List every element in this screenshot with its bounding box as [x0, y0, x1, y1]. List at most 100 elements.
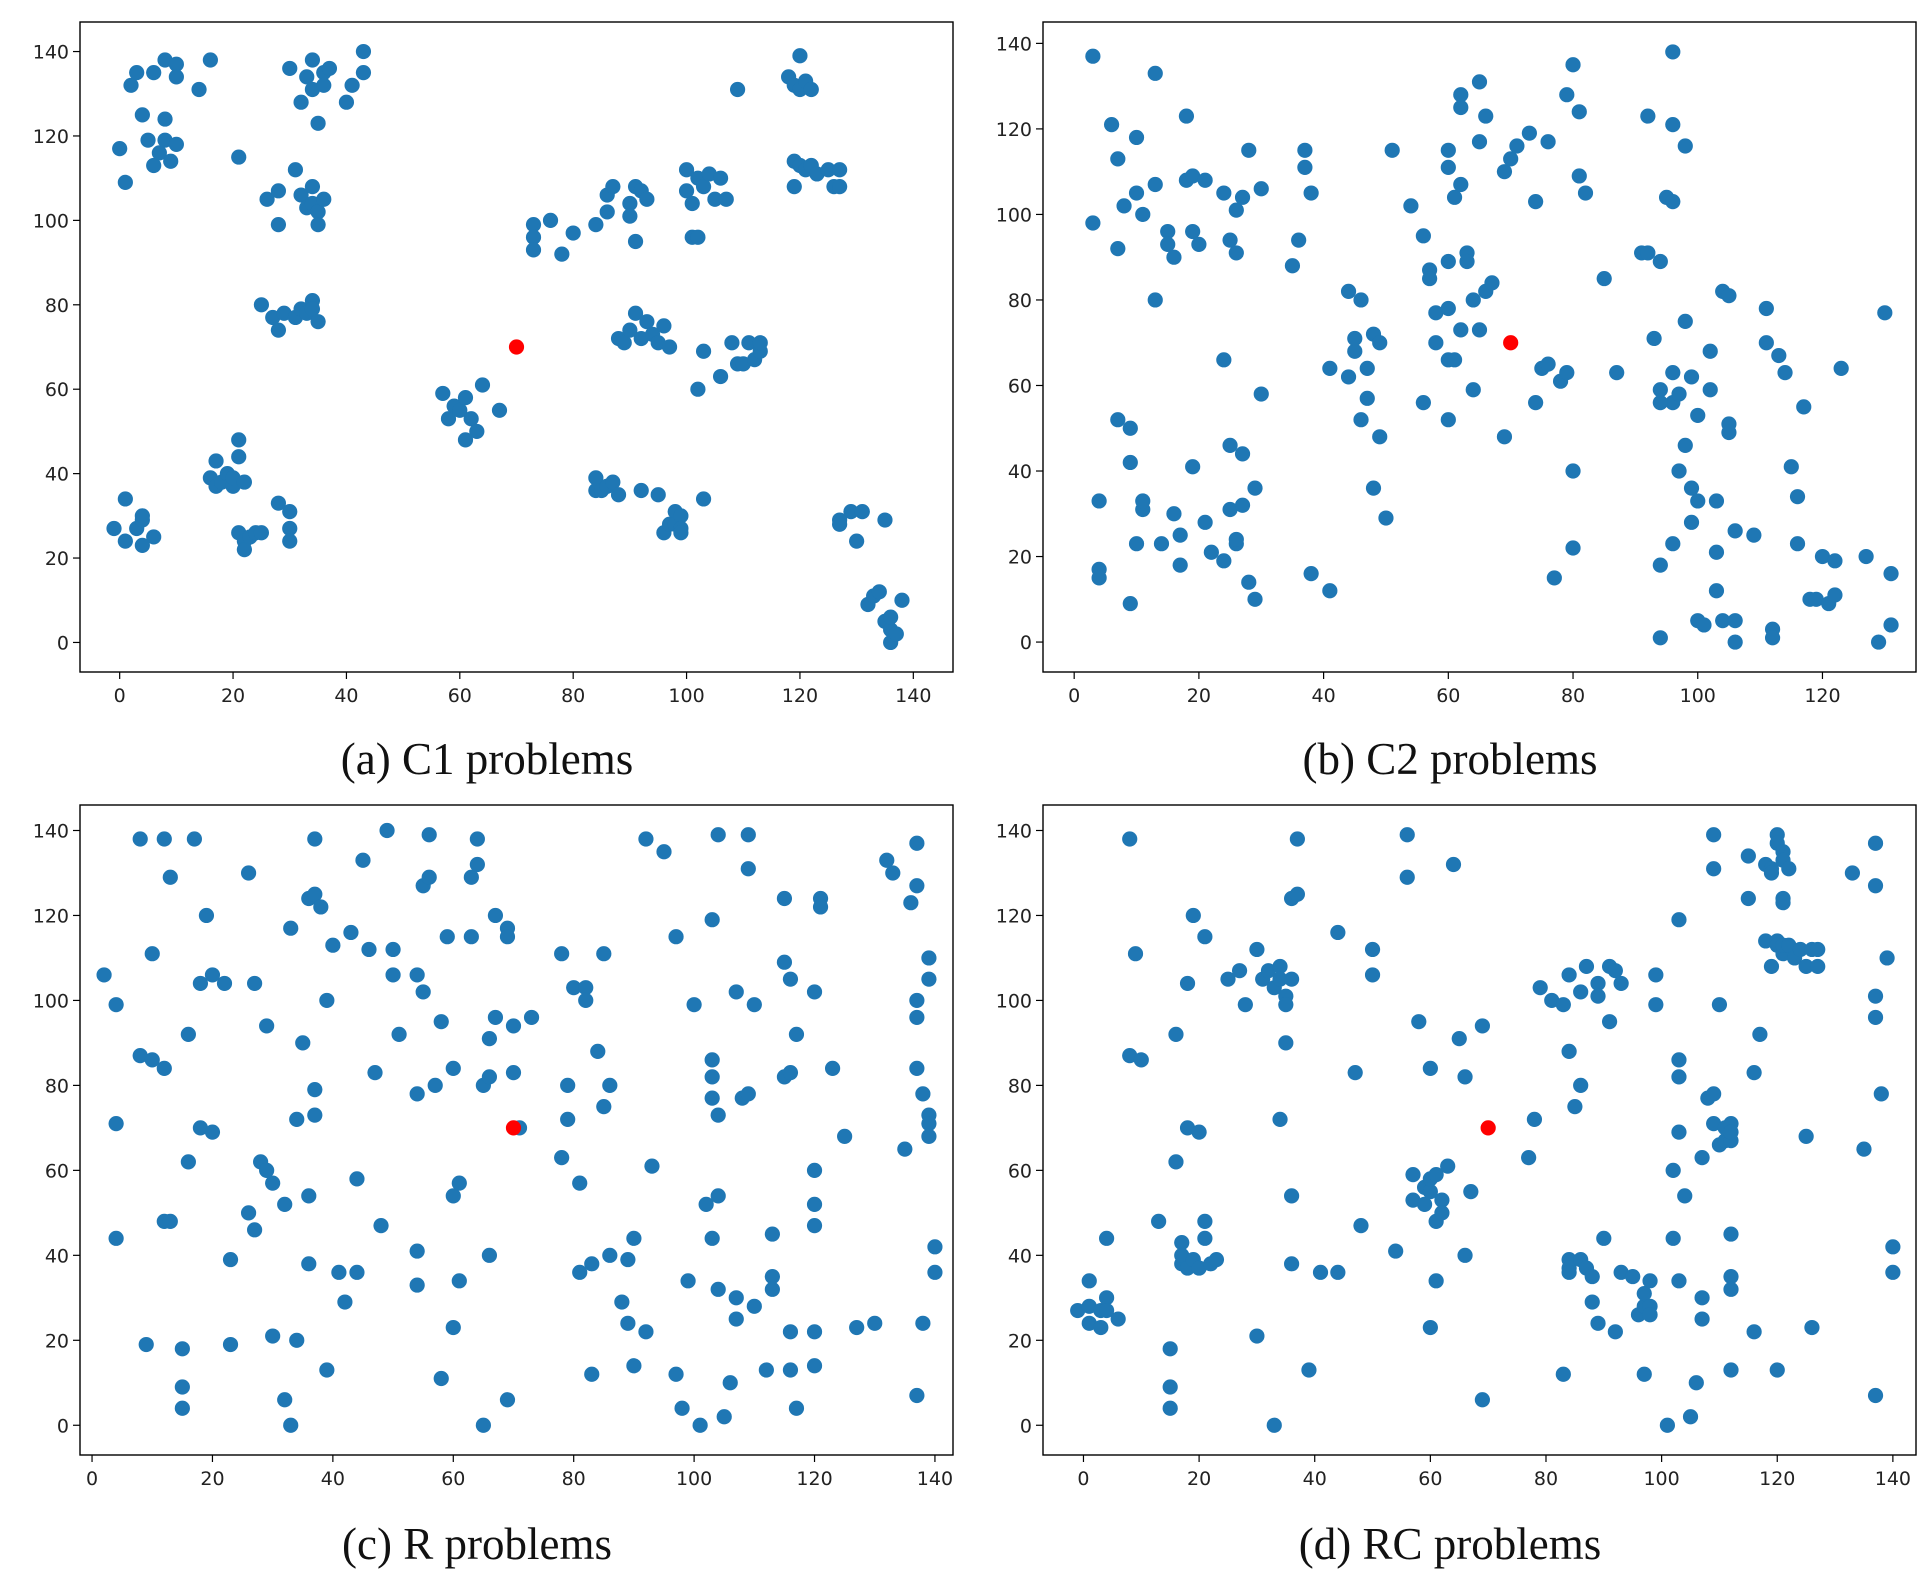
panel-a-customer-point	[849, 533, 865, 549]
panel-a-customer-point	[236, 474, 252, 490]
panel-d-customer-point	[1584, 1294, 1600, 1310]
panel-c-customer-point	[499, 1392, 516, 1408]
panel-b-customer-point	[1671, 463, 1687, 479]
panel-a: (a) C1 problems 0 20 40 60 80 100 120 140 0 20 40 6…	[33, 21, 954, 784]
panel-c-customer-point	[96, 967, 112, 983]
panel-a-customer-point	[293, 94, 309, 110]
panel-d-customer-point	[1810, 941, 1826, 958]
panel-b-xtick-label: 80	[1561, 685, 1585, 707]
panel-a-customer-point	[469, 423, 485, 440]
panel-c-customer-point	[909, 1060, 925, 1076]
panel-c-customer-point	[132, 1048, 148, 1064]
panel-d-customer-point	[1723, 1281, 1739, 1297]
panel-c-customer-point	[638, 1324, 654, 1340]
panel-a-customer-point	[440, 411, 457, 427]
panel-a-customer-point	[639, 191, 655, 207]
panel-c-customer-point	[596, 1099, 612, 1115]
panel-c-customer-point	[216, 975, 233, 992]
panel-a-customer-point	[877, 512, 893, 528]
panel-c-customer-point	[391, 1026, 407, 1043]
panel-c-customer-point	[373, 1217, 389, 1234]
panel-b-ytick-label: 140	[996, 33, 1032, 55]
panel-c-customer-point	[523, 1009, 540, 1026]
panel-a-customer-point	[282, 520, 298, 537]
panel-a-customer-point	[270, 216, 287, 233]
panel-d-customer-point	[1625, 1268, 1641, 1285]
panel-c-customer-point	[722, 1375, 738, 1391]
panel-b-customer-point	[1746, 527, 1762, 543]
panel-b-ytick-label: 120	[996, 119, 1032, 141]
panel-c-customer-point	[343, 924, 359, 941]
panel-b-customer-point	[1503, 151, 1519, 167]
panel-c-customer-point	[560, 1077, 576, 1093]
panel-b-customer-point	[1347, 330, 1363, 347]
panel-c-customer-point	[927, 1264, 943, 1280]
panel-c-customer-point	[204, 1124, 221, 1140]
panel-b-customer-point	[1110, 241, 1126, 257]
panel-c-customer-point	[156, 831, 172, 847]
panel-d-customer-point	[1711, 997, 1728, 1013]
panel-b-customer-point	[1540, 134, 1556, 150]
panel-c-customer-point	[475, 1417, 491, 1433]
panel-a-customer-point	[707, 191, 723, 207]
panel-b-customer-point	[1116, 198, 1132, 214]
panel-d-customer-point	[1573, 984, 1589, 1000]
panel-d-customer-point	[1596, 1230, 1612, 1246]
panel-b-customer-point	[1883, 617, 1899, 633]
panel-c-customer-point	[307, 831, 323, 847]
panel-c-xtick-label: 140	[917, 1468, 953, 1490]
panel-c-customer-point	[849, 1319, 865, 1336]
panel-d: (d) RC problems 0 20 40 60 80 100 120 140 0 20 40 6…	[996, 804, 1917, 1569]
panel-b-customer-point	[1640, 108, 1656, 124]
panel-c-customer-point	[921, 1128, 937, 1144]
panel-b-customer-point	[1303, 185, 1319, 201]
panel-c-customer-point	[728, 1290, 744, 1306]
panel-c-customer-point	[764, 1268, 780, 1285]
panel-a-customer-point	[678, 162, 695, 178]
panel-b-customer-point	[1690, 407, 1706, 424]
panel-b-customer-point	[1465, 382, 1481, 398]
panel-b-customer-point	[1652, 382, 1668, 398]
panel-b-customer-point	[1571, 104, 1587, 120]
panel-d-customer-point	[1781, 937, 1797, 953]
panel-a-customer-point	[355, 43, 372, 60]
panel-d-ytick-label: 120	[996, 905, 1032, 927]
panel-c-customer-point	[283, 920, 299, 936]
panel-a-customer-point	[843, 504, 859, 520]
panel-a-customer-point	[117, 533, 133, 549]
panel-b-customer-point	[1440, 142, 1456, 158]
panel-c-customer-point	[885, 865, 901, 881]
panel-b-customer-point	[1478, 108, 1494, 124]
panel-a-customer-point	[316, 77, 332, 93]
panel-d-customer-point	[1723, 1226, 1739, 1242]
panel-a-customer-point	[151, 145, 167, 161]
panel-a-customer-point	[299, 69, 315, 85]
panel-d-customer-point	[1151, 1213, 1167, 1229]
panel-c-customer-point	[710, 1188, 726, 1204]
panel-b-customer-point	[1652, 394, 1668, 411]
panel-c-ytick-label: 40	[45, 1245, 69, 1267]
panel-a-customer-point	[599, 204, 615, 220]
panel-a-xtick-label: 100	[668, 685, 704, 707]
panel-c-depot-point	[505, 1120, 522, 1136]
panel-c-customer-point	[614, 1294, 630, 1310]
panel-b-customer-point	[1509, 138, 1525, 154]
panel-b-customer-point	[1528, 394, 1544, 411]
panel-d-xtick-label: 80	[1534, 1468, 1558, 1490]
panel-a-customer-point	[525, 242, 542, 258]
panel-a-customer-point	[304, 179, 321, 195]
panel-b-customer-point	[1234, 189, 1251, 205]
panel-b-customer-point	[1091, 493, 1107, 509]
panel-d-customer-point	[1752, 1026, 1768, 1043]
panel-a-ytick-label: 120	[33, 126, 69, 148]
panel-a-customer-point	[270, 495, 287, 511]
panel-b-customer-point	[1216, 553, 1232, 569]
panel-c-customer-point	[451, 1273, 467, 1289]
panel-c-customer-point	[138, 1336, 154, 1353]
panel-b-customer-point	[1789, 536, 1806, 552]
panel-b-customer-point	[1446, 352, 1463, 368]
panel-d-customer-point	[1671, 912, 1687, 928]
panel-c-customer-point	[487, 1009, 504, 1026]
panel-a-customer-point	[168, 136, 184, 153]
